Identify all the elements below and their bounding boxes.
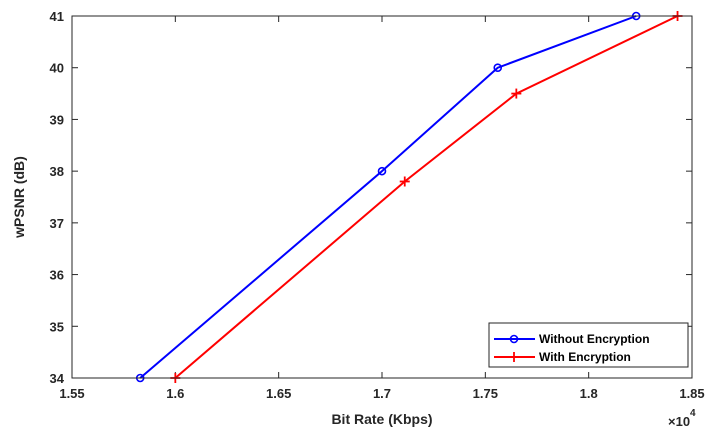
x-tick-label: 1.75	[473, 386, 498, 401]
x-axis-label: Bit Rate (Kbps)	[331, 411, 432, 427]
legend-label-1: Without Encryption	[539, 332, 650, 346]
plot-area	[72, 16, 692, 378]
legend: Without Encryption With Encryption	[488, 322, 689, 368]
series-layer	[135, 11, 683, 383]
data-point-2	[399, 176, 410, 187]
data-point-2	[511, 88, 522, 99]
x-tick-label: 1.85	[679, 386, 704, 401]
y-tick-label: 40	[50, 61, 64, 76]
y-tick-label: 37	[50, 216, 64, 231]
series-line-2	[174, 15, 678, 379]
y-tick-label: 35	[50, 319, 64, 334]
series-line-1	[139, 15, 637, 379]
x-tick-label: 1.6	[166, 386, 184, 401]
data-point-1	[377, 166, 387, 176]
legend-marker	[509, 334, 519, 344]
legend-marker	[509, 352, 519, 362]
y-tick-label: 38	[50, 164, 64, 179]
y-tick-label: 34	[50, 371, 65, 386]
axis-ticks: 1.55 1.6 1.65 1.7 1.75 1.8 1.85 34 35 36 37 38 39 40 4…	[50, 9, 705, 401]
legend-swatch-1	[494, 334, 535, 344]
y-axis-label: wPSNR (dB)	[11, 156, 27, 239]
data-point-1	[493, 63, 503, 73]
x-tick-label: 1.7	[373, 386, 391, 401]
y-tick-label: 39	[50, 112, 64, 127]
x-multiplier: ×10	[668, 414, 690, 429]
x-tick-label: 1.55	[59, 386, 84, 401]
x-multiplier-exponent: 4	[690, 408, 696, 419]
legend-box	[488, 322, 689, 368]
plot-frame	[71, 15, 693, 379]
legend-swatch-2	[494, 352, 535, 362]
y-tick-label: 41	[50, 9, 64, 24]
x-tick-label: 1.8	[580, 386, 598, 401]
y-tick-label: 36	[50, 268, 64, 283]
legend-label-2: With Encryption	[539, 350, 631, 364]
x-tick-label: 1.65	[266, 386, 291, 401]
